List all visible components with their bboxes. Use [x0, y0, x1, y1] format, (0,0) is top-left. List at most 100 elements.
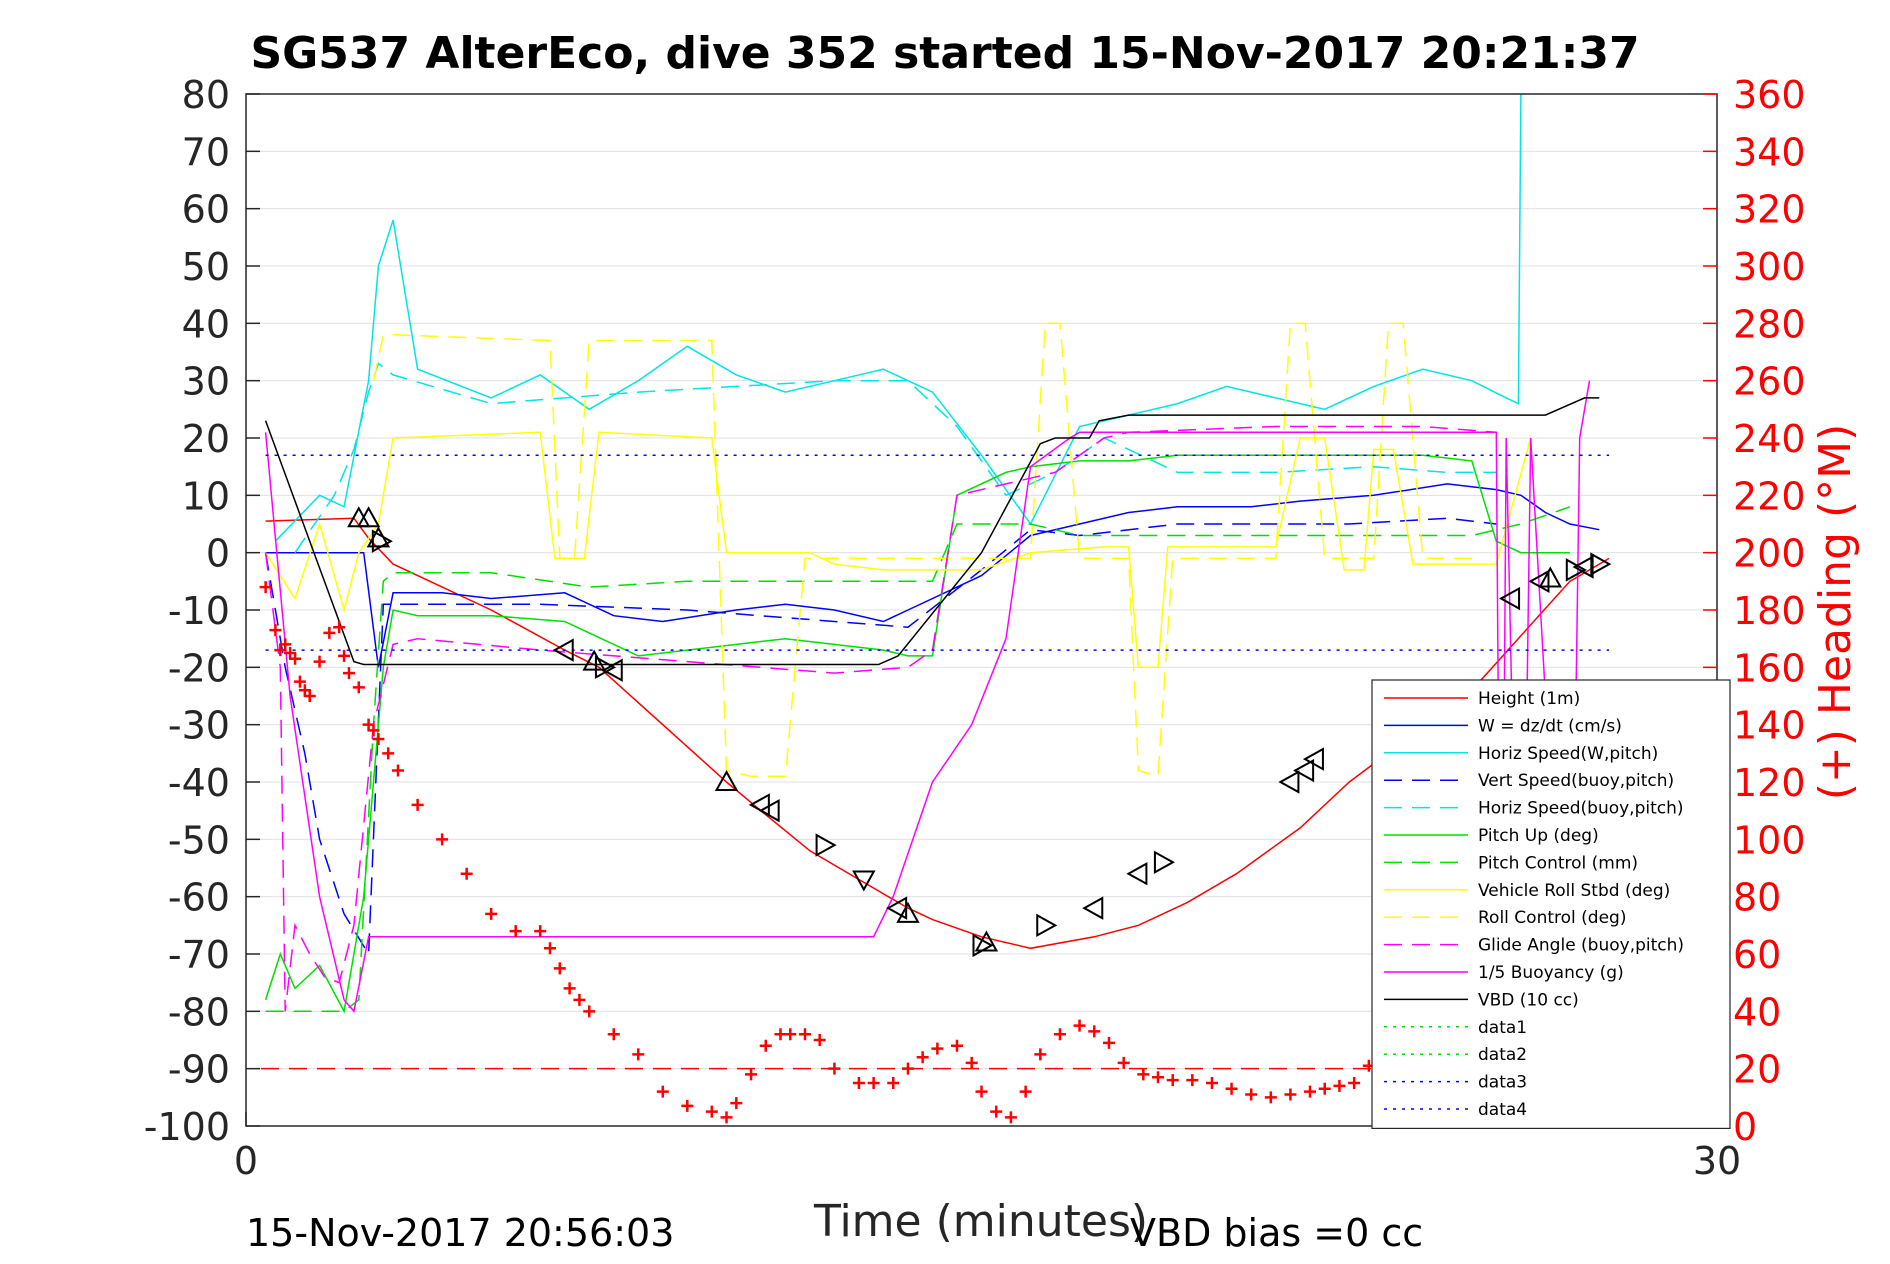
heading-point — [1019, 1085, 1032, 1098]
heading-point — [887, 1077, 900, 1089]
legend: Height (1m) W = dz/dt (cm/s) Horiz Speed(W… — [1371, 679, 1731, 1129]
x-axis-label: Time (minutes) — [813, 1196, 1148, 1247]
heading-point — [436, 833, 449, 846]
y-tick-label: -70 — [168, 933, 230, 977]
legend-label: Horiz Speed(buoy,pitch) — [1478, 799, 1684, 819]
heading-point — [784, 1028, 797, 1041]
heading-point — [1102, 1036, 1115, 1049]
y-tick-label: 0 — [206, 532, 230, 576]
series-line-height-1m — [265, 517, 1610, 950]
y-tick-label: -80 — [168, 990, 230, 1034]
heading-point — [1348, 1077, 1361, 1089]
triangle-marker — [1082, 896, 1104, 920]
triangle-marker — [1572, 555, 1594, 579]
triangle-marker — [371, 529, 393, 553]
y-tick-label: 30 — [182, 360, 230, 404]
heading-point — [583, 1005, 596, 1018]
heading-point — [720, 1111, 733, 1124]
y2-tick-label: 60 — [1733, 933, 1781, 977]
heading-point — [259, 581, 272, 594]
triangle-marker — [758, 798, 780, 823]
legend-label: data2 — [1478, 1045, 1527, 1065]
heading-point — [1152, 1071, 1165, 1084]
heading-point — [965, 1056, 978, 1069]
y-tick-label: 60 — [182, 188, 230, 232]
triangle-marker — [852, 870, 876, 892]
heading-point — [544, 942, 557, 955]
y-tick-label: 40 — [182, 302, 230, 346]
triangle-marker — [594, 655, 617, 680]
heading-point — [705, 1105, 718, 1118]
triangle-marker — [1302, 747, 1324, 771]
heading-point — [303, 690, 316, 702]
legend-label: data1 — [1478, 1018, 1527, 1038]
x-tick-label: 30 — [1693, 1139, 1741, 1183]
heading-point — [1137, 1068, 1150, 1081]
y2-tick-label: 100 — [1733, 818, 1806, 862]
y2-tick-label: 0 — [1733, 1105, 1757, 1149]
y-tick-label: 80 — [182, 73, 230, 117]
triangle-marker — [1590, 552, 1612, 576]
heading-point — [1318, 1082, 1331, 1095]
heading-point — [730, 1097, 743, 1110]
footer-vbd-bias: VBD bias =0 cc — [1130, 1211, 1423, 1255]
series-line-horiz-speed-buoy-pitch — [294, 362, 1497, 554]
heading-point — [607, 1028, 620, 1041]
heading-point — [828, 1062, 841, 1075]
y-tick-label: 10 — [182, 474, 230, 518]
triangle-marker — [1538, 566, 1562, 588]
y-tick-label: -50 — [168, 818, 230, 862]
heading-point — [509, 925, 522, 938]
heading-point — [931, 1042, 944, 1055]
y-tick-label: -90 — [168, 1048, 230, 1092]
heading-point — [392, 764, 405, 777]
heading-point — [990, 1105, 1003, 1118]
heading-point — [867, 1077, 880, 1089]
heading-point — [950, 1039, 963, 1052]
triangle-marker — [1565, 558, 1587, 582]
heading-point — [1264, 1091, 1277, 1104]
heading-point — [279, 638, 292, 651]
y-tick-label: -20 — [168, 646, 230, 690]
heading-point — [352, 681, 365, 694]
heading-point — [632, 1048, 645, 1061]
heading-point — [1117, 1056, 1130, 1069]
y2-tick-label: 340 — [1733, 130, 1806, 174]
triangle-marker — [974, 930, 999, 952]
y2-tick-label: 220 — [1733, 474, 1806, 518]
y2-tick-label: 300 — [1733, 245, 1806, 289]
heading-point — [563, 982, 576, 995]
series-line-pitch-control-mm — [265, 506, 1571, 1013]
triangle-marker — [1278, 770, 1300, 794]
heading-point — [289, 652, 302, 665]
triangle-marker — [552, 638, 574, 662]
legend-label: Glide Angle (buoy,pitch) — [1478, 936, 1684, 956]
heading-point — [269, 624, 282, 637]
heading-point — [681, 1099, 694, 1112]
heading-point — [656, 1085, 669, 1098]
legend-label: data4 — [1478, 1100, 1527, 1120]
heading-point — [852, 1077, 865, 1089]
y2-tick-label: 180 — [1733, 589, 1806, 633]
y2-tick-label: 320 — [1733, 188, 1806, 232]
y2-tick-label: 120 — [1733, 761, 1806, 805]
series-line-horiz-speed-w-pitch — [274, 94, 1522, 542]
heading-point — [411, 798, 424, 811]
heading-point — [1004, 1111, 1017, 1124]
y2-tick-label: 360 — [1733, 73, 1806, 117]
triangle-marker — [815, 833, 837, 857]
triangle-marker — [714, 769, 739, 791]
series-line-glide-angle-buoy-pitch — [264, 425, 1497, 1012]
heading-point — [1205, 1077, 1218, 1089]
heading-point — [333, 621, 346, 634]
heading-point — [813, 1034, 826, 1046]
heading-point — [460, 867, 473, 880]
y2-tick-label: 80 — [1733, 876, 1781, 920]
y2-tick-label: 280 — [1733, 302, 1806, 346]
legend-label: Roll Control (deg) — [1478, 908, 1626, 928]
heading-point — [573, 993, 586, 1006]
legend-label: W = dz/dt (cm/s) — [1478, 716, 1622, 736]
heading-point — [372, 733, 385, 745]
heading-point — [485, 907, 498, 920]
